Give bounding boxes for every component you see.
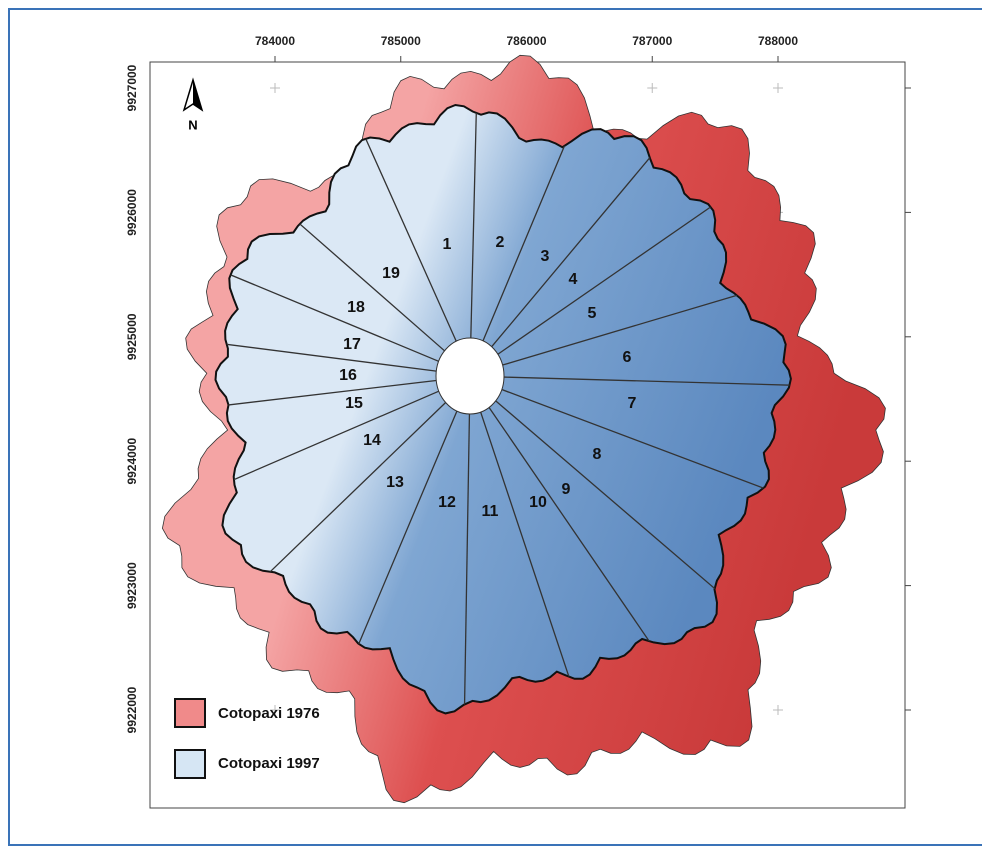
y-tick-label: 9926000 [125,189,139,236]
sector-label: 8 [593,446,602,463]
sector-label: 15 [345,395,363,412]
sector-label: 5 [588,305,597,322]
sector-label: 6 [623,349,632,366]
legend-swatch [175,699,205,727]
sector-label: 12 [438,494,456,511]
sector-label: 3 [541,248,550,265]
sector-label: 19 [382,265,400,282]
sector-label: 17 [343,336,361,353]
north-label: N [188,117,197,132]
sector-label: 9 [562,481,571,498]
sector-label: 7 [628,395,637,412]
y-tick-label: 9923000 [125,562,139,609]
sector-label: 13 [386,474,404,491]
sector-label: 4 [569,271,578,288]
sector-label: 10 [529,494,547,511]
legend-label: Cotopaxi 1976 [218,705,320,722]
sector-label: 11 [482,503,499,520]
x-tick-label: 788000 [758,34,798,48]
x-tick-label: 785000 [381,34,421,48]
y-tick-label: 9925000 [125,313,139,360]
y-tick-label: 9924000 [125,438,139,485]
legend-label: Cotopaxi 1997 [218,755,320,772]
y-tick-label: 9922000 [125,686,139,733]
y-tick-label: 9927000 [125,64,139,111]
sector-label: 2 [496,234,505,251]
x-tick-label: 784000 [255,34,295,48]
x-tick-label: 787000 [632,34,672,48]
crater [436,338,504,414]
sector-label: 16 [339,367,357,384]
sector-label: 14 [363,432,381,449]
x-tick-label: 786000 [506,34,546,48]
sector-label: 18 [347,299,365,316]
sector-label: 1 [443,236,452,253]
map-figure: N 12345678910111213141516171819 Cotopaxi… [0,0,982,850]
legend-swatch [175,750,205,778]
